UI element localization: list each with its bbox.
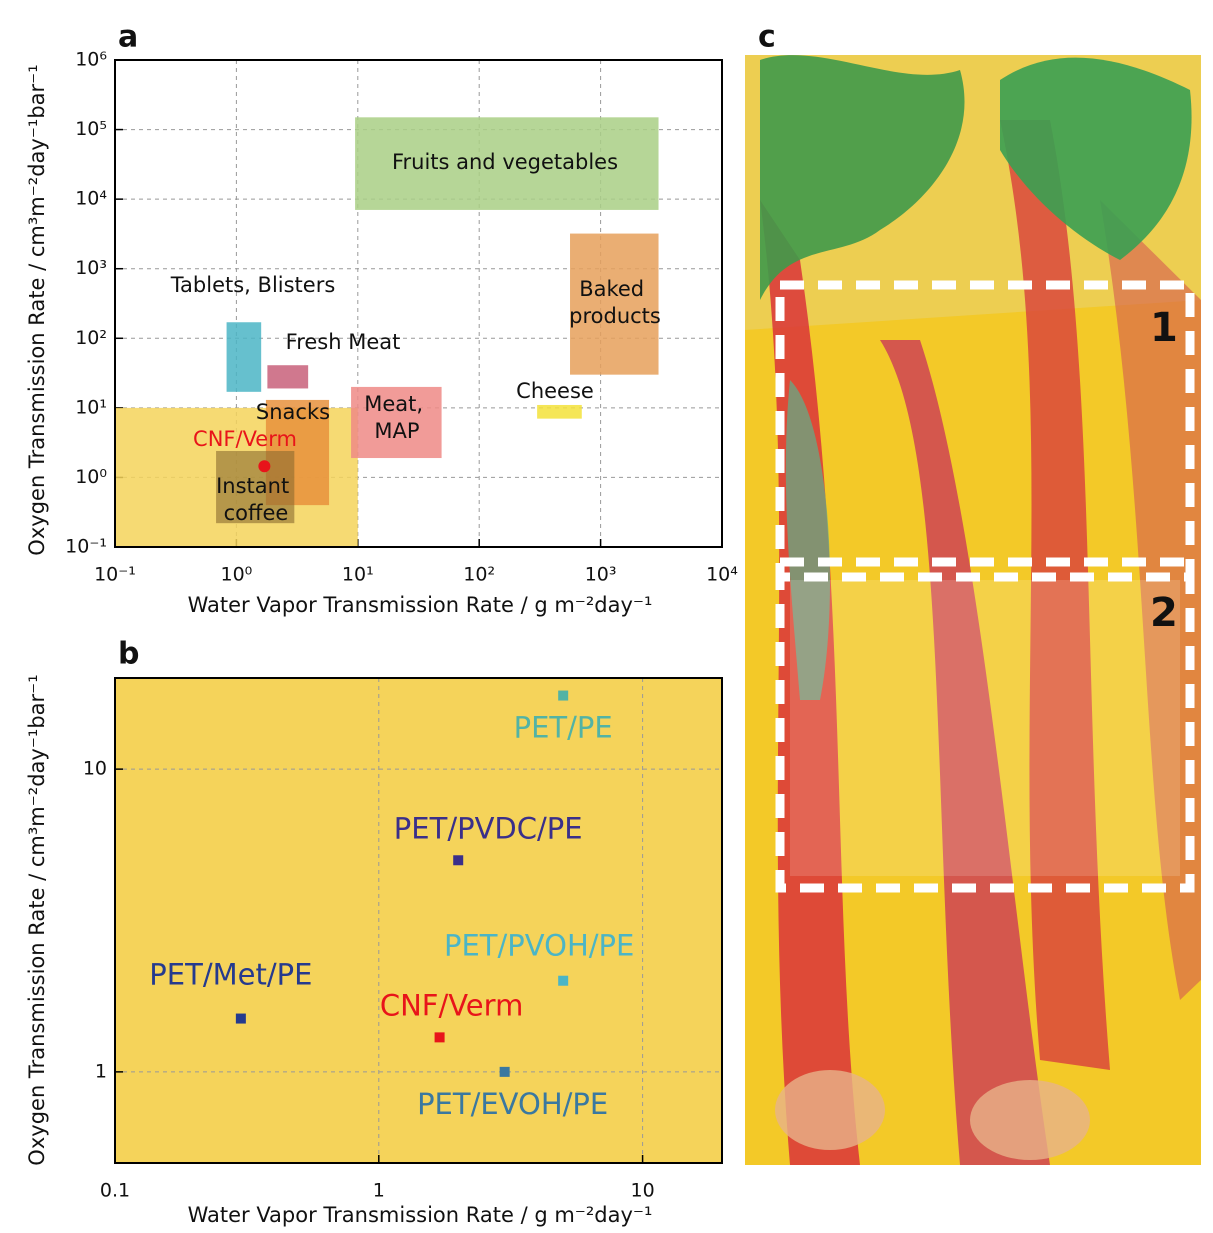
label-line: Baked: [579, 277, 651, 301]
region-label: Tablets, Blisters: [170, 273, 336, 297]
region: [537, 405, 582, 419]
y-tick-label: 10⁻¹: [65, 536, 107, 558]
point: [435, 1032, 445, 1042]
region-label: 2: [1150, 590, 1178, 636]
series-label: PET/PVOH/PE: [444, 929, 634, 963]
figure: c 1 2 a 10⁻¹ 10⁰ 10¹ 10² 10³ 10⁴ 10⁻¹ 10⁰ 10¹ 10² 1…: [0, 0, 1213, 1229]
label-line: Instant: [216, 474, 296, 498]
point: [236, 1014, 246, 1024]
y-axis-label: Oxygen Transmission Rate / cm³m⁻²day⁻¹ba…: [25, 674, 49, 1165]
y-tick-label: 1: [95, 1060, 107, 1082]
panel-label: b: [118, 637, 139, 672]
x-tick-label: 10: [630, 1180, 654, 1202]
series-label: PET/PE: [514, 711, 613, 745]
x-axis-label: Water Vapor Transmission Rate / g m⁻²day…: [188, 1203, 653, 1227]
region-shade: [790, 580, 1180, 876]
label-line: MAP: [374, 419, 419, 443]
y-tick-label: 10⁵: [75, 118, 107, 140]
point: [453, 855, 463, 865]
x-axis-label: Water Vapor Transmission Rate / g m⁻²day…: [188, 593, 653, 617]
label-line: products: [569, 304, 661, 328]
x-tick-label: 10³: [585, 564, 617, 586]
region-label: Snacks: [256, 400, 330, 424]
x-tick-label: 0.1: [100, 1180, 130, 1202]
point: [558, 691, 568, 701]
x-tick-label: 10²: [463, 564, 495, 586]
label-line: Meat,: [364, 392, 430, 416]
y-tick-label: 10³: [75, 257, 107, 279]
y-axis-label: Oxygen Transmission Rate / cm³m⁻²day⁻¹ba…: [25, 64, 49, 555]
region-label: Fresh Meat: [286, 330, 401, 354]
panel-label: c: [758, 20, 776, 55]
x-tick-label: 10⁻¹: [94, 564, 136, 586]
panel-label: a: [118, 20, 138, 55]
stalk-end: [775, 1070, 885, 1150]
point-label: CNF/Verm: [193, 427, 297, 451]
series-label: PET/EVOH/PE: [417, 1087, 608, 1121]
point: [558, 976, 568, 986]
x-tick-label: 10¹: [342, 564, 374, 586]
y-tick-label: 10¹: [75, 396, 107, 418]
x-tick-label: 1: [373, 1180, 385, 1202]
point: [258, 460, 270, 472]
series-label: PET/Met/PE: [149, 958, 312, 992]
stalk-end: [970, 1080, 1090, 1160]
region-label: Cheese: [516, 379, 594, 403]
x-tick-label: 10⁰: [221, 564, 253, 586]
series-label: PET/PVDC/PE: [394, 811, 583, 845]
y-tick-label: 10⁰: [75, 466, 107, 488]
point: [500, 1067, 510, 1077]
region: [267, 365, 308, 388]
chart: a 10⁻¹ 10⁰ 10¹ 10² 10³ 10⁴ 10⁻¹ 10⁰ 10¹ 10² 10³ 10⁴ 1…: [25, 20, 738, 618]
y-tick-label: 10²: [75, 327, 107, 349]
y-tick-label: 10⁴: [75, 188, 107, 210]
page: c 1 2 a 10⁻¹ 10⁰ 10¹ 10² 10³ 10⁴ 10⁻¹ 10⁰ 10¹ 10² 1…: [0, 0, 1213, 1229]
painting: [745, 55, 1201, 1165]
region: [227, 322, 262, 392]
chart: b 0.1 1 10 1 10 PET/PE PET/PVDC/PE PET/PVOH/PE PE…: [25, 637, 722, 1228]
series-label: CNF/Verm: [380, 988, 524, 1022]
y-tick-label: 10: [83, 758, 107, 780]
region-label: 1: [1150, 305, 1178, 351]
y-tick-label: 10⁶: [75, 49, 107, 71]
x-tick-label: 10⁴: [706, 564, 738, 586]
region-label: Fruits and vegetables: [392, 150, 618, 174]
label-line: coffee: [224, 501, 289, 525]
